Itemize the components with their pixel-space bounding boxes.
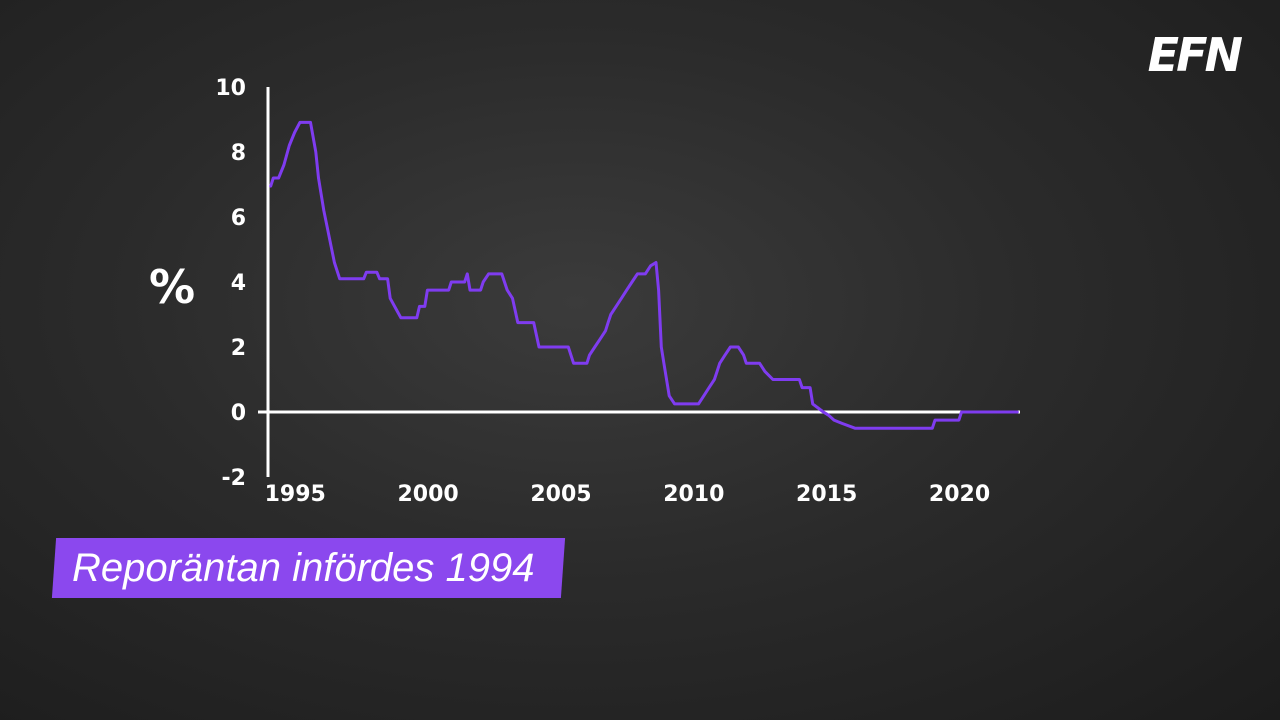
y-tick-label: 10 (215, 76, 246, 101)
caption-text: Reporäntan infördes 1994 (72, 545, 535, 590)
x-tick-label: 2010 (663, 482, 724, 507)
efn-logo: EFN (1147, 28, 1243, 82)
x-tick-label: 2020 (929, 482, 990, 507)
x-tick-label: 2000 (397, 482, 458, 507)
x-tick-label: 2005 (530, 482, 591, 507)
y-tick-label: -2 (222, 466, 246, 491)
x-tick-label: 1995 (265, 482, 326, 507)
y-tick-label: 0 (231, 401, 246, 426)
series-group (269, 120, 1019, 430)
x-tick-label: 2015 (796, 482, 857, 507)
y-tick-label: 6 (231, 206, 246, 231)
y-tick-label: 4 (231, 271, 246, 296)
y-tick-label: 2 (231, 336, 246, 361)
y-tick-label: 8 (231, 141, 246, 166)
x-axis: 1995 2000 2005 2010 2015 2020 (258, 410, 1020, 507)
y-axis: -2 0 2 4 6 8 10 (215, 76, 270, 491)
series-line-repo-rate (269, 120, 1019, 430)
caption-banner: Reporäntan infördes 1994 (51, 538, 565, 598)
y-axis-label: % (149, 260, 195, 314)
